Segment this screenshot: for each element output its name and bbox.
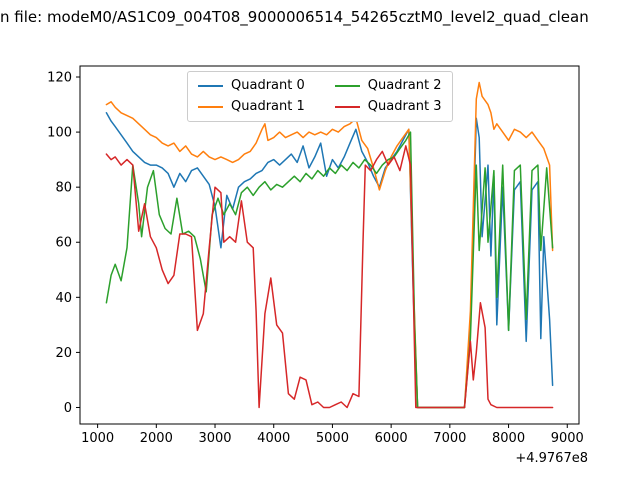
x-tick-label: 1000	[81, 431, 114, 446]
series-line-quadrant-0	[105, 112, 554, 409]
x-axis-offset-label: +4.9767e8	[515, 451, 588, 466]
x-tick-label: 3000	[198, 431, 231, 446]
legend-item-quadrant-1: Quadrant 1	[198, 99, 305, 115]
y-tick-label: 120	[47, 71, 72, 86]
legend: Quadrant 0 Quadrant 1 Quadrant 2 Quadrant 3	[187, 71, 453, 122]
plot-spines	[79, 65, 580, 425]
x-tick-label: 9000	[551, 431, 584, 446]
legend-line-sample	[198, 85, 223, 87]
y-tick-label: 100	[47, 126, 72, 141]
legend-line-sample	[198, 106, 223, 108]
y-tick-label: 20	[55, 346, 72, 361]
series-line-quadrant-2	[105, 131, 554, 409]
x-tick-label: 8000	[492, 431, 525, 446]
legend-line-sample	[334, 85, 360, 87]
x-tick-label: 7000	[433, 431, 466, 446]
legend-line-sample	[334, 106, 360, 108]
legend-item-quadrant-2: Quadrant 2	[334, 78, 442, 94]
legend-item-quadrant-0: Quadrant 0	[198, 78, 305, 94]
y-tick-label: 80	[55, 181, 72, 196]
series-line-quadrant-3	[105, 145, 554, 409]
legend-label: Quadrant 2	[367, 78, 442, 93]
y-tick-label: 60	[55, 236, 72, 251]
x-tick-label: 6000	[375, 431, 408, 446]
legend-label: Quadrant 0	[231, 78, 305, 93]
legend-item-quadrant-3: Quadrant 3	[334, 99, 442, 115]
chart-title: n file: modeM0/AS1C09_004T08_9000006514_…	[0, 8, 589, 26]
series-line-quadrant-1	[105, 81, 554, 409]
x-tick-label: 5000	[316, 431, 349, 446]
x-tick-label: 4000	[257, 431, 290, 446]
y-tick-label: 0	[64, 401, 72, 416]
legend-label: Quadrant 1	[231, 99, 305, 114]
y-tick-label: 40	[55, 291, 72, 306]
x-tick-label: 2000	[140, 431, 173, 446]
legend-label: Quadrant 3	[367, 99, 442, 114]
